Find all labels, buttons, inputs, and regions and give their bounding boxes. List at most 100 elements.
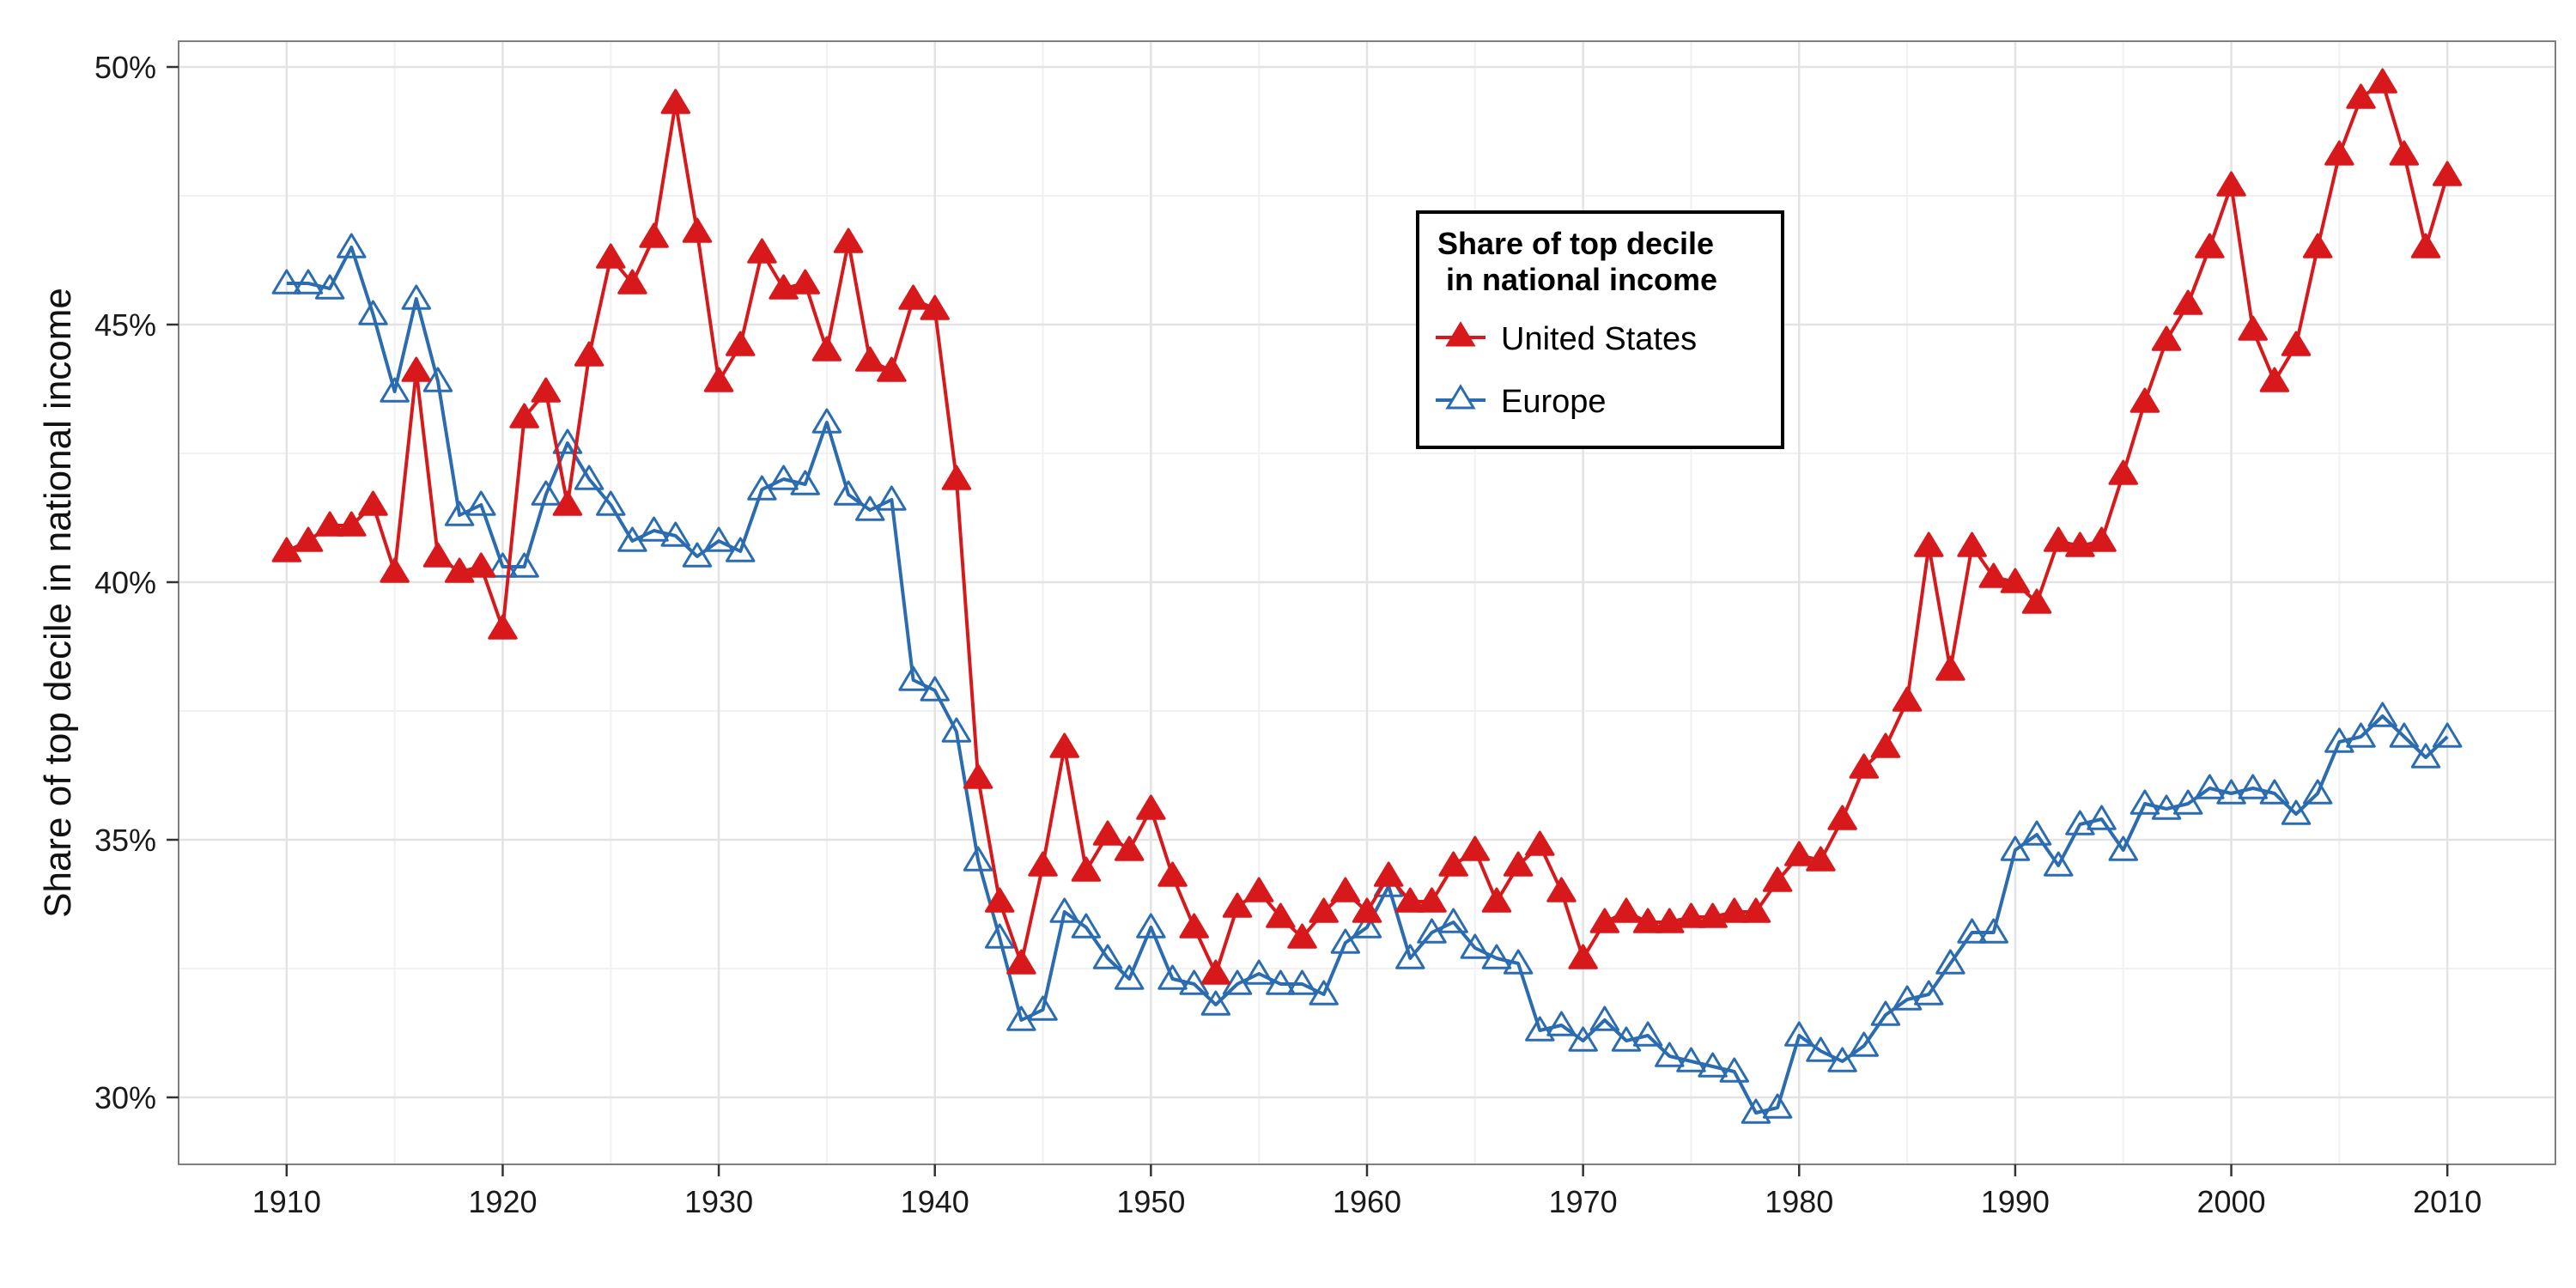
data-point-united-states bbox=[1179, 913, 1209, 939]
data-point-europe bbox=[2195, 774, 2225, 799]
data-point-europe bbox=[1870, 1000, 1901, 1026]
data-point-united-states bbox=[833, 228, 864, 253]
data-point-europe bbox=[2108, 835, 2138, 861]
data-point-europe bbox=[1114, 964, 1145, 990]
data-point-europe bbox=[1071, 913, 1102, 939]
data-point-united-states bbox=[1028, 851, 1058, 877]
data-point-europe bbox=[769, 465, 799, 490]
data-point-europe bbox=[1849, 1031, 1880, 1057]
data-point-united-states bbox=[380, 557, 410, 583]
data-point-united-states bbox=[2259, 367, 2290, 392]
x-tick-label: 1980 bbox=[1765, 1184, 1833, 1219]
data-point-europe bbox=[811, 408, 842, 434]
data-point-united-states bbox=[1309, 897, 1339, 923]
data-point-europe bbox=[639, 516, 669, 542]
data-point-europe bbox=[358, 300, 388, 325]
series-layer bbox=[271, 68, 2463, 1124]
data-point-europe bbox=[2281, 799, 2312, 825]
y-axis-title: Share of top decile in national income bbox=[37, 288, 79, 918]
data-point-europe bbox=[466, 490, 496, 516]
data-point-united-states bbox=[2065, 532, 2095, 557]
data-point-united-states bbox=[488, 614, 518, 640]
data-point-united-states bbox=[531, 377, 562, 403]
data-point-united-states bbox=[898, 284, 928, 310]
data-point-europe bbox=[1698, 1052, 1728, 1078]
data-point-united-states bbox=[1417, 887, 1447, 913]
data-point-united-states bbox=[1827, 805, 1857, 830]
data-point-europe bbox=[1806, 1036, 1836, 1062]
data-point-united-states bbox=[293, 526, 324, 552]
data-point-united-states bbox=[811, 336, 842, 361]
data-point-united-states bbox=[1849, 753, 1880, 779]
x-tick-label: 1960 bbox=[1333, 1184, 1401, 1219]
data-point-europe bbox=[1395, 944, 1425, 969]
data-point-europe bbox=[1266, 969, 1296, 995]
data-point-united-states bbox=[2087, 526, 2117, 552]
data-point-europe bbox=[1243, 959, 1274, 985]
data-point-europe bbox=[1352, 913, 1382, 939]
data-point-united-states bbox=[466, 552, 496, 578]
data-point-europe bbox=[682, 542, 713, 568]
grid bbox=[179, 41, 2555, 1164]
data-point-europe bbox=[920, 676, 950, 702]
data-point-united-states bbox=[1243, 877, 1274, 902]
data-point-united-states bbox=[271, 537, 302, 562]
data-point-united-states bbox=[2281, 331, 2312, 356]
data-point-europe bbox=[293, 269, 324, 295]
data-point-europe bbox=[1179, 969, 1209, 995]
data-point-europe bbox=[1784, 1021, 1814, 1047]
data-point-united-states bbox=[963, 763, 993, 789]
data-point-united-states bbox=[2346, 83, 2376, 109]
data-point-united-states bbox=[941, 465, 972, 490]
data-point-europe bbox=[1503, 949, 1534, 975]
data-point-europe bbox=[726, 537, 756, 562]
legend-title-line-1: Share of top decile bbox=[1437, 226, 1714, 261]
data-point-europe bbox=[574, 465, 605, 490]
series-europe bbox=[271, 233, 2463, 1124]
data-point-united-states bbox=[1655, 908, 1685, 933]
data-point-united-states bbox=[1806, 846, 1836, 872]
data-point-united-states bbox=[1589, 908, 1620, 933]
data-point-europe bbox=[2216, 779, 2246, 805]
legend-key-united-states-marker bbox=[1445, 321, 1476, 347]
data-point-europe bbox=[1957, 918, 1987, 944]
data-point-europe bbox=[2172, 789, 2203, 815]
data-point-europe bbox=[2129, 789, 2160, 815]
data-point-europe bbox=[1978, 918, 2008, 944]
data-point-europe bbox=[1892, 985, 1923, 1011]
data-point-europe bbox=[401, 284, 432, 310]
data-point-united-states bbox=[1071, 856, 1102, 882]
data-point-united-states bbox=[2129, 387, 2160, 413]
data-point-united-states bbox=[1157, 861, 1188, 887]
data-point-europe bbox=[380, 377, 410, 403]
data-point-united-states bbox=[1481, 887, 1512, 913]
data-point-europe bbox=[1157, 964, 1188, 990]
data-point-united-states bbox=[1632, 908, 1663, 933]
data-point-europe bbox=[596, 490, 626, 516]
data-point-united-states bbox=[682, 217, 713, 243]
data-point-europe bbox=[2087, 805, 2117, 830]
data-point-united-states bbox=[1870, 732, 1901, 758]
data-point-europe bbox=[314, 274, 345, 300]
data-point-united-states bbox=[703, 367, 734, 392]
data-point-united-states bbox=[1525, 830, 1555, 856]
data-point-united-states bbox=[660, 88, 691, 114]
data-point-united-states bbox=[1698, 902, 1728, 928]
data-point-united-states bbox=[2151, 325, 2182, 351]
x-tick-label: 1970 bbox=[1549, 1184, 1618, 1219]
data-point-europe bbox=[1481, 944, 1512, 969]
data-point-europe bbox=[1525, 1016, 1555, 1042]
data-point-united-states bbox=[854, 346, 885, 372]
data-point-united-states bbox=[1287, 923, 1317, 949]
y-tick-label: 45% bbox=[94, 307, 156, 343]
legend-key-europe-marker bbox=[1445, 384, 1476, 410]
data-point-europe bbox=[531, 480, 562, 506]
data-point-united-states bbox=[1373, 861, 1404, 887]
data-point-united-states bbox=[1266, 902, 1296, 928]
data-point-europe bbox=[984, 923, 1015, 949]
data-point-europe bbox=[2324, 727, 2354, 753]
data-point-united-states bbox=[2389, 140, 2420, 166]
data-point-europe bbox=[1741, 1098, 1771, 1124]
data-point-united-states bbox=[2216, 171, 2246, 197]
